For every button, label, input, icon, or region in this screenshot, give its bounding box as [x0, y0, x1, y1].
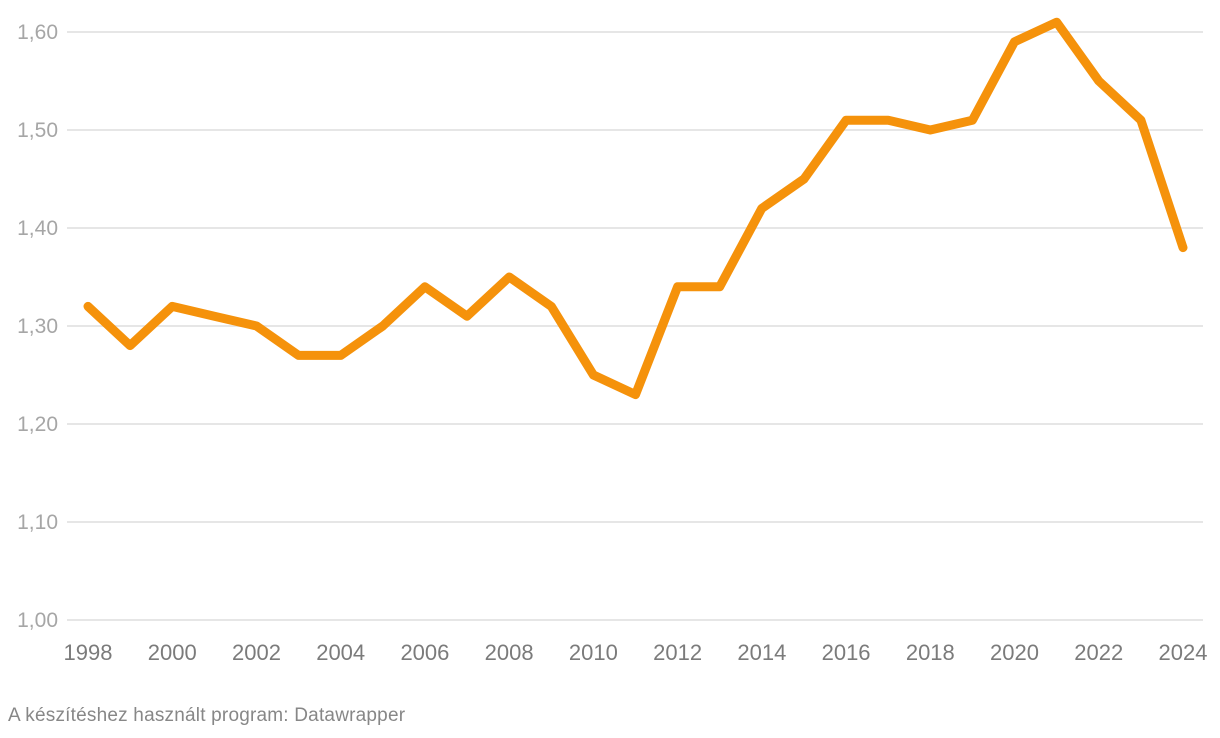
- x-tick-label: 2002: [232, 640, 281, 665]
- x-tick-label: 2010: [569, 640, 618, 665]
- x-tick-label: 2008: [485, 640, 534, 665]
- y-tick-label: 1,60: [17, 21, 58, 44]
- attribution-text: A készítéshez használt program: Datawrap…: [8, 705, 406, 726]
- data-line-series: [83, 17, 1188, 400]
- y-tick-label: 1,50: [17, 119, 58, 142]
- x-tick-label: 2014: [737, 640, 786, 665]
- y-tick-label: 1,40: [17, 217, 58, 240]
- x-tick-label: 2016: [822, 640, 871, 665]
- x-tick-label: 2012: [653, 640, 702, 665]
- x-tick-label: 2018: [906, 640, 955, 665]
- x-tick-label: 2004: [316, 640, 365, 665]
- x-tick-label: 2024: [1159, 640, 1208, 665]
- x-tick-label: 2006: [400, 640, 449, 665]
- x-tick-label: 1998: [64, 640, 113, 665]
- x-tick-label: 2020: [990, 640, 1039, 665]
- x-tick-label: 2022: [1074, 640, 1123, 665]
- y-tick-label: 1,00: [17, 609, 58, 632]
- x-tick-label: 2000: [148, 640, 197, 665]
- y-tick-label: 1,30: [17, 315, 58, 338]
- y-tick-label: 1,10: [17, 511, 58, 534]
- y-tick-label: 1,20: [17, 413, 58, 436]
